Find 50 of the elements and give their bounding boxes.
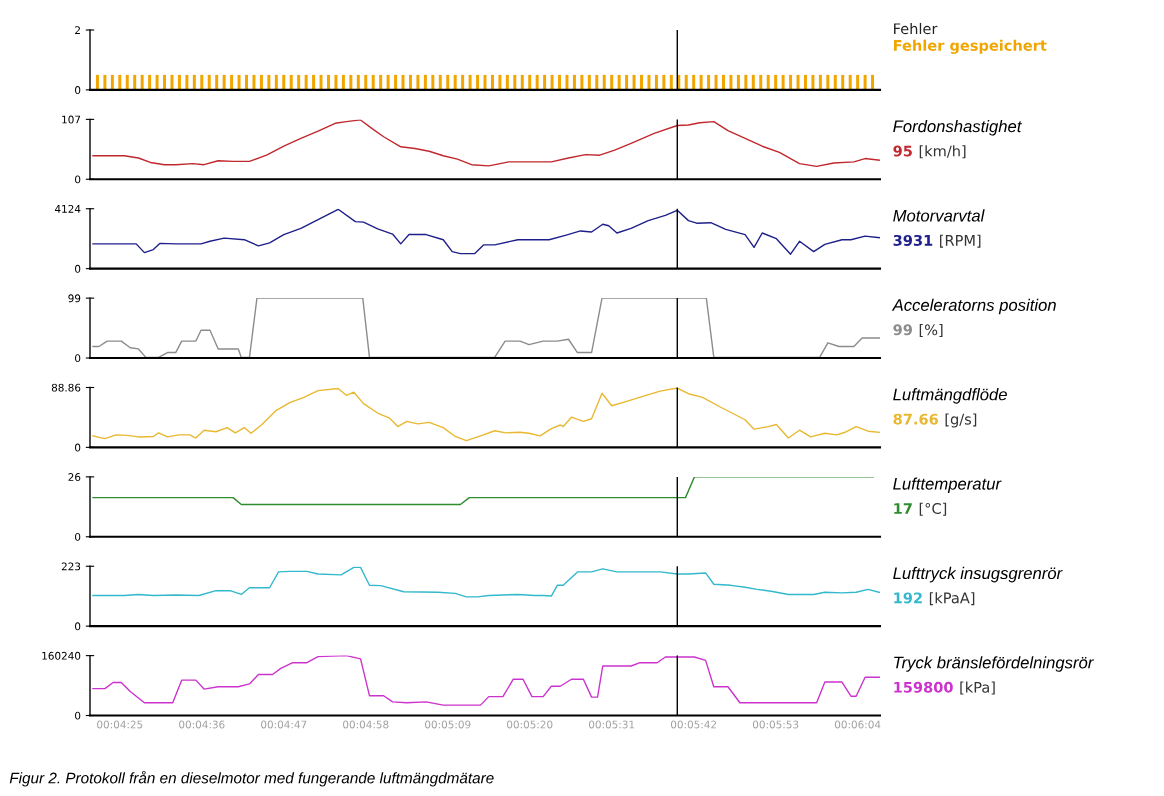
text: 95 — [893, 145, 912, 157]
text: Fordonshastighet — [893, 119, 1022, 136]
y-tick-label: 160240 — [42, 651, 81, 660]
x-tick-label: 00:04:58 — [343, 720, 389, 729]
text: 3931 — [893, 234, 933, 246]
y-tick-label: 0 — [75, 264, 81, 273]
text: 17 — [894, 503, 912, 514]
text: [kPa] — [960, 681, 995, 695]
x-tick-label: 00:05:53 — [752, 720, 799, 729]
text: [g/s] — [945, 413, 977, 428]
text: Motorvarvtal — [893, 209, 985, 222]
text: [%] — [919, 324, 943, 338]
x-tick-label: 00:05:09 — [425, 720, 471, 729]
y-tick-label: 223 — [61, 562, 81, 571]
y-tick-label: 99 — [68, 294, 81, 303]
y-tick-label: 26 — [68, 473, 81, 481]
y-tick-label: 0 — [75, 622, 81, 631]
y-tick-label: 0 — [75, 354, 81, 363]
x-tick-label: 00:04:47 — [261, 720, 307, 729]
y-tick-label: 0 — [75, 175, 81, 184]
text: 159800 — [894, 681, 953, 693]
text: Figur 2. Protokoll från en dieselmotor med fungerande luftmängdmätare — [9, 770, 494, 787]
y-tick-label: 107 — [62, 115, 81, 124]
text: [°C] — [919, 502, 947, 516]
y-tick-label: 4124 — [54, 204, 81, 213]
text: Lufttemperatur — [893, 477, 1002, 494]
x-tick-label: 00:04:25 — [97, 720, 143, 729]
series-label: Fehler gespeichert — [893, 39, 1047, 54]
text: Lufttryck insugsgrenrör — [893, 566, 1063, 583]
text: Luftmängdflöde — [893, 388, 1007, 404]
x-tick-label: 00:05:20 — [507, 720, 553, 729]
y-tick-label: 0 — [75, 86, 81, 94]
text: [km/h] — [919, 145, 966, 159]
text: [RPM] — [940, 234, 981, 248]
y-tick-label: 0 — [75, 532, 81, 541]
text: [kPaA] — [929, 592, 975, 606]
y-tick-label: 0 — [75, 443, 81, 452]
y-tick-label: 2 — [75, 26, 80, 34]
text: Fehler — [894, 22, 938, 35]
y-tick-label: 88.86 — [51, 383, 81, 392]
text: 192 — [894, 592, 922, 604]
y-tick-label: 0 — [75, 711, 81, 720]
text: Tryck bränslefördelningsrör — [894, 656, 1094, 672]
text: 99 — [893, 324, 912, 336]
x-tick-label: 00:05:31 — [588, 720, 635, 729]
text: 87.66 — [893, 413, 938, 425]
x-tick-label: 00:06:04 — [834, 720, 881, 729]
x-tick-label: 00:05:42 — [670, 720, 717, 729]
x-tick-label: 00:04:36 — [179, 720, 225, 729]
text: Acceleratorns position — [891, 298, 1056, 315]
